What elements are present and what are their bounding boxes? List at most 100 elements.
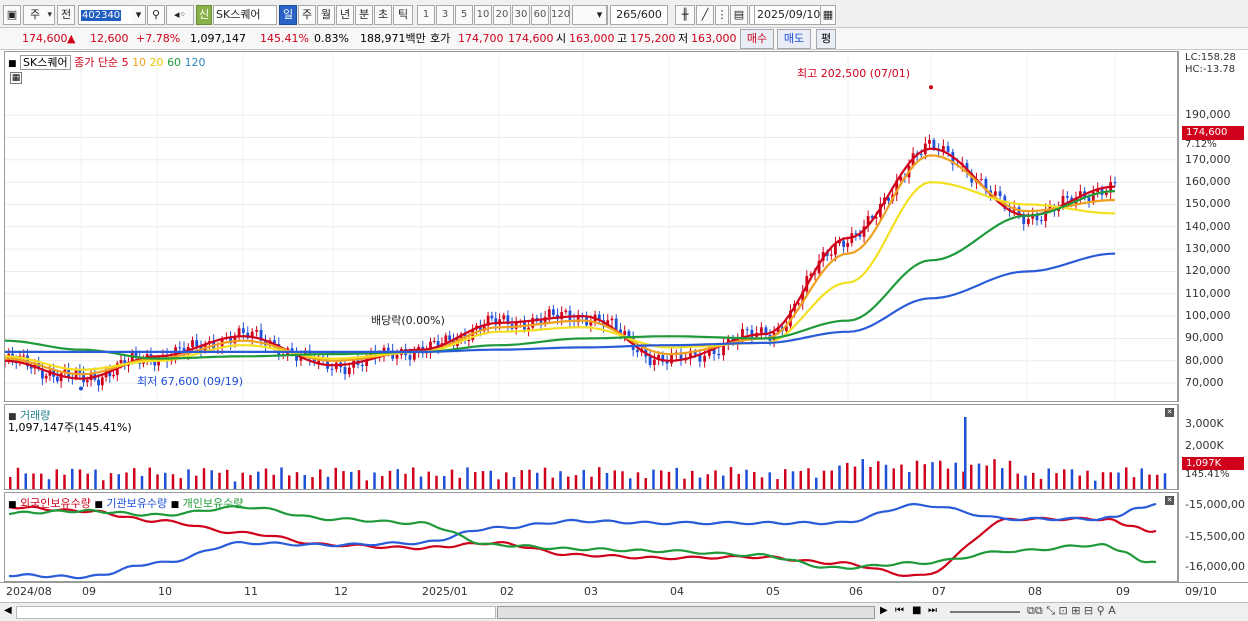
- code-dropdown-icon[interactable]: ▾: [132, 5, 146, 25]
- buy-button[interactable]: 매수: [740, 29, 774, 49]
- candle-body: [919, 154, 923, 156]
- minute-step-120[interactable]: 120: [550, 5, 570, 25]
- price-axis[interactable]: LC:158.28 HC:-13.78 190,000180,000170,00…: [1178, 51, 1248, 402]
- price-change: 12,600: [90, 32, 129, 45]
- minute-step-20[interactable]: 20: [493, 5, 511, 25]
- volume-bar: [729, 467, 733, 489]
- volume-bar: [373, 472, 376, 489]
- period-week-button[interactable]: 주: [298, 5, 316, 25]
- volume-ratio: 145.41%: [260, 32, 309, 45]
- period-minute-button[interactable]: 분: [355, 5, 373, 25]
- zoom-slider[interactable]: [950, 611, 1020, 613]
- minute-step-1[interactable]: 1: [417, 5, 435, 25]
- chart-scrollbar[interactable]: ◀ ▶ ⏮ ■ ⏭ ⧉⧉ ⤡ ⊡ ⊞ ⊟ ⚲ A: [0, 602, 1248, 621]
- minute-step-60[interactable]: 60: [531, 5, 549, 25]
- view-toggle[interactable]: 전: [57, 5, 75, 25]
- volume-bar: [435, 475, 438, 489]
- search-icon[interactable]: ⚲: [147, 5, 165, 25]
- chart-toolbar: ▣ 주 전 402340 ▾ ⚲ ◂◦ 신 SK스퀘어 일 주 월 년 분 초 …: [0, 0, 1248, 28]
- volume-bar: [133, 468, 136, 489]
- calendar-icon[interactable]: ▦: [820, 5, 836, 25]
- step-forward-icon[interactable]: ⏭: [928, 605, 937, 616]
- count-field[interactable]: 265/600: [610, 5, 668, 25]
- volume-bar: [210, 470, 213, 489]
- holding-pane[interactable]: ■ 외국인보유수량 ■ 기관보유수량 ■ 개인보유수량 ✕: [4, 492, 1178, 582]
- trade-amount: 188,971백만: [360, 32, 426, 45]
- candle-body: [1087, 197, 1091, 202]
- minute-step-30[interactable]: 30: [512, 5, 530, 25]
- period-year-button[interactable]: 년: [336, 5, 354, 25]
- volume-bar: [489, 470, 492, 489]
- market-select[interactable]: 주: [23, 5, 55, 25]
- grid-toggle-icon[interactable]: ▦: [10, 72, 22, 84]
- volume-bar: [1109, 472, 1112, 489]
- volume-bar: [388, 470, 392, 489]
- minute-step-10[interactable]: 10: [474, 5, 492, 25]
- blank-select-dropdown-icon[interactable]: ▾: [593, 5, 607, 25]
- stop-icon[interactable]: ■: [912, 605, 922, 616]
- save-icon[interactable]: ▤: [730, 5, 748, 25]
- candle-body: [895, 180, 899, 195]
- date-label: 12: [334, 585, 348, 598]
- candle-body: [834, 243, 837, 255]
- volume-bar: [722, 475, 725, 489]
- candle-body: [854, 233, 858, 235]
- candle-body: [63, 369, 67, 374]
- candle-body: [809, 273, 813, 277]
- volume-pane[interactable]: ■ 거래량 1,097,147주(145.41%) ✕: [4, 404, 1178, 490]
- volume-bar: [1008, 460, 1012, 489]
- volume-bar: [543, 467, 547, 489]
- period-second-button[interactable]: 초: [374, 5, 392, 25]
- volume-bar: [272, 474, 275, 489]
- volume-bar: [319, 469, 322, 489]
- scroll-right-icon[interactable]: ▶: [880, 605, 888, 616]
- period-day-button[interactable]: 일: [279, 5, 297, 25]
- candle-body: [535, 317, 539, 319]
- volume-title: ■ 거래량: [8, 407, 50, 423]
- minute-step-5[interactable]: 5: [455, 5, 473, 25]
- volume-bar: [590, 476, 593, 489]
- step-back-icon[interactable]: ⏮: [895, 605, 904, 616]
- candle-body: [123, 360, 127, 366]
- tool-icons[interactable]: ⧉⧉ ⤡ ⊡ ⊞ ⊟ ⚲ A: [1027, 604, 1116, 617]
- date-field[interactable]: 2025/09/10: [754, 5, 836, 25]
- price-chart-pane[interactable]: ■ SK스퀘어 종가 단순 5 10 20 60 120 ▦ 최고 202,50…: [4, 51, 1178, 402]
- candle-body: [119, 360, 123, 364]
- minute-step-3[interactable]: 3: [436, 5, 454, 25]
- overlay-icon[interactable]: ⋮: [715, 5, 729, 25]
- volume-bar: [280, 467, 283, 489]
- volume-bar: [908, 472, 911, 489]
- scroll-track[interactable]: [16, 606, 496, 619]
- candle-body: [784, 326, 788, 332]
- volume-bar: [40, 473, 43, 489]
- close-icon[interactable]: ✕: [1165, 408, 1174, 417]
- candle-type-icon[interactable]: ╫: [675, 5, 695, 25]
- holding-line-0: [8, 505, 1157, 578]
- price-tick-label: 110,000: [1185, 286, 1231, 300]
- close-icon[interactable]: ✕: [1165, 496, 1174, 505]
- scroll-left-icon[interactable]: ◀: [4, 605, 12, 616]
- sound-icon[interactable]: ◂◦: [166, 5, 194, 25]
- date-label: 05: [766, 585, 780, 598]
- candle-body: [866, 216, 870, 227]
- low-price: 163,000: [691, 32, 737, 45]
- legend-stock-name[interactable]: SK스퀘어: [20, 55, 71, 70]
- volume-bar: [605, 472, 609, 489]
- volume-bar: [1016, 473, 1019, 489]
- candle-body: [412, 351, 416, 360]
- layout-icon[interactable]: ▣: [3, 5, 21, 25]
- evaluate-button[interactable]: 평: [816, 29, 836, 49]
- period-tick-button[interactable]: 틱: [393, 5, 413, 25]
- period-month-button[interactable]: 월: [317, 5, 335, 25]
- volume-bar: [71, 468, 74, 489]
- price-tick-label: 190,000: [1185, 108, 1231, 122]
- candle-body: [797, 303, 801, 305]
- candle-body: [41, 368, 44, 379]
- candle-body: [764, 327, 768, 336]
- candle-body: [984, 178, 988, 191]
- scroll-thumb[interactable]: [497, 606, 875, 619]
- stock-name-field[interactable]: SK스퀘어: [213, 5, 277, 25]
- volume-bar: [528, 469, 531, 489]
- sell-button[interactable]: 매도: [777, 29, 811, 49]
- drawing-tool-icon[interactable]: ╱: [696, 5, 714, 25]
